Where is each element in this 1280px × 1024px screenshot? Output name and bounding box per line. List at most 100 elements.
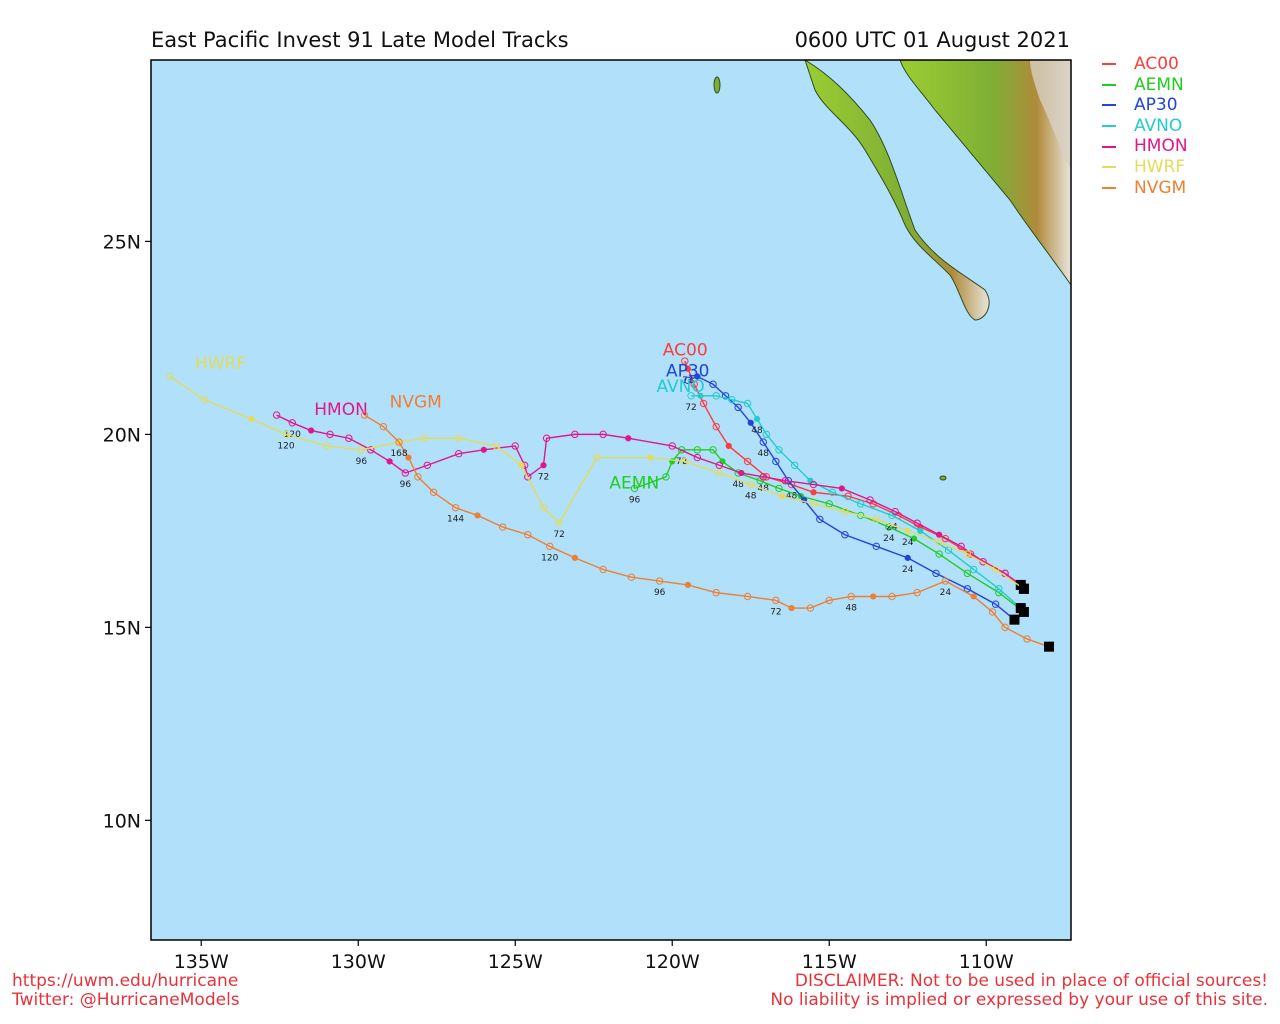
track-ap30: 24 48 AP30 (666, 361, 1020, 625)
track-point (856, 511, 865, 520)
track-point (401, 469, 410, 477)
track-point (423, 461, 432, 469)
track-point (308, 427, 315, 434)
track-point (1001, 623, 1009, 632)
track-point (743, 457, 752, 466)
track-point (759, 438, 767, 446)
forecast-hour-label: 96 (400, 480, 412, 490)
track-point (810, 489, 817, 496)
track-point (709, 446, 717, 454)
track-point (935, 550, 943, 558)
track-line (364, 414, 1050, 648)
track-point (788, 604, 795, 612)
forecast-hour-label: 48 (786, 492, 798, 502)
chart-title: East Pacific Invest 91 Late Model Tracks (151, 28, 569, 52)
y-tick-label: 25N (103, 231, 141, 253)
track-point (775, 446, 783, 454)
x-tick-label: 120W (645, 951, 700, 973)
track-line (276, 414, 1022, 586)
track-point (963, 585, 972, 593)
forecast-hour-label: 96 (356, 457, 368, 467)
track-point (593, 453, 601, 462)
footer-url[interactable]: https://uwm.edu/hurricane (12, 971, 239, 991)
track-point (474, 512, 481, 519)
track-ac00: 48 72 AC00 (663, 340, 1029, 594)
x-tick-label: 135W (174, 951, 229, 973)
track-point (697, 392, 704, 399)
track-point (872, 542, 881, 551)
track-point (841, 507, 849, 516)
track-point (451, 504, 460, 512)
legend-item: AC00 (1102, 54, 1188, 75)
track-point (395, 438, 403, 446)
land (713, 60, 1071, 481)
track-point (386, 458, 393, 465)
track-point (599, 565, 607, 574)
track-point (935, 538, 943, 547)
track-point (779, 493, 786, 500)
island (713, 76, 721, 94)
forecast-hour-label: 48 (751, 426, 763, 436)
axes: 135W 130W 125W 120W 115W 110W 10N 15N 20N 25N (103, 59, 1072, 973)
track-point (963, 569, 972, 578)
track-point (709, 380, 717, 388)
track-hwrf: 24 48 72 96 120 HWRF (166, 354, 1029, 594)
track-point (847, 592, 855, 601)
track-point (888, 592, 896, 601)
track-point (932, 569, 940, 578)
track-point (904, 527, 911, 534)
track-point (627, 573, 636, 581)
track-name-label: AC00 (663, 340, 708, 360)
legend-swatch (1102, 125, 1116, 128)
legend-label: AC00 (1134, 54, 1179, 74)
track-point (719, 458, 726, 465)
track-point (872, 515, 881, 523)
legend-swatch (1102, 186, 1116, 189)
track-line (687, 375, 1015, 621)
track-name-label: HMON (314, 400, 368, 420)
legend-item: NVGM (1102, 178, 1188, 199)
track-point (492, 442, 501, 450)
legend-swatch (1102, 104, 1116, 107)
track-point (734, 403, 742, 412)
footer-twitter[interactable]: Twitter: @HurricaneModels (12, 990, 240, 1010)
track-point (988, 608, 997, 616)
track-point (511, 442, 519, 450)
storm-start-marker (1009, 614, 1020, 625)
track-point (913, 519, 921, 527)
track-point (272, 411, 281, 419)
x-tick-label: 130W (331, 951, 386, 973)
model-tracks: 4872AC0024487296AEMN2448AP30244872AVNO48… (166, 340, 1055, 652)
track-point (677, 446, 686, 454)
track-point (687, 392, 695, 400)
track-point (360, 411, 369, 419)
forecast-hour-label: 48 (745, 492, 757, 502)
track-point (913, 588, 921, 597)
track-point (655, 577, 664, 585)
plot-frame (150, 59, 1072, 941)
track-point (524, 531, 532, 539)
baja-peninsula (804, 60, 990, 321)
legend-label: AVNO (1134, 115, 1183, 136)
ocean (151, 60, 1071, 940)
legend-item: HMON (1102, 136, 1188, 157)
track-point (936, 531, 943, 538)
track-point (248, 415, 255, 423)
track-point (681, 457, 689, 466)
track-point (910, 535, 918, 542)
track-point (917, 527, 924, 534)
track-point (405, 454, 412, 461)
x-tick-label: 125W (488, 951, 543, 973)
track-line (169, 375, 1025, 590)
track-point (715, 461, 724, 469)
forecast-hour-label: 24 (902, 565, 914, 575)
track-point (870, 593, 877, 600)
track-point (970, 593, 977, 600)
track-point (838, 485, 845, 492)
track-point (524, 473, 532, 481)
legend-label: AP30 (1134, 95, 1178, 116)
track-point (747, 480, 755, 489)
forecast-hour-label: 48 (732, 480, 744, 490)
track-point (681, 357, 689, 365)
